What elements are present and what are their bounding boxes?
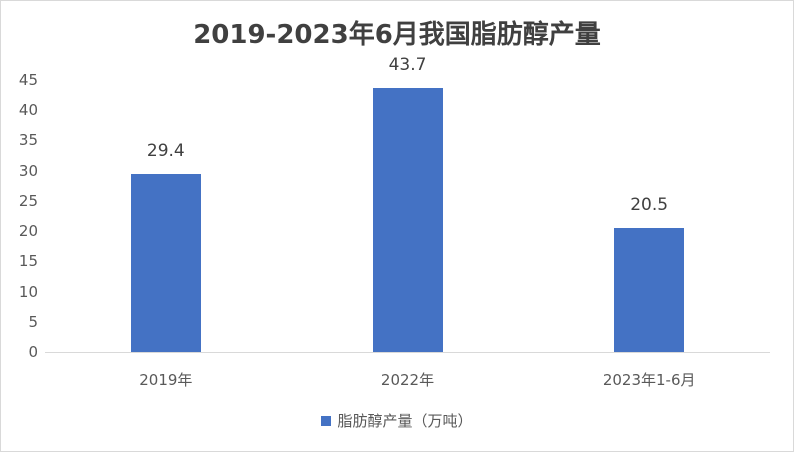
y-tick: 5 (28, 312, 38, 331)
y-tick: 25 (18, 191, 38, 210)
y-tick: 20 (18, 222, 38, 241)
data-label: 20.5 (630, 195, 669, 216)
y-tick: 15 (18, 252, 38, 271)
y-tick: 10 (18, 282, 38, 301)
x-tick-label: 2023年1-6月 (602, 371, 696, 389)
bar-2023-h1[interactable] (614, 228, 685, 352)
x-tick-label: 2019年 (139, 371, 193, 389)
bar-2019[interactable] (130, 174, 201, 352)
x-tick-label: 2022年 (380, 371, 435, 389)
data-label: 43.7 (388, 54, 427, 75)
y-tick: 35 (18, 131, 38, 150)
legend[interactable]: 脂肪醇产量（万吨） (0, 410, 794, 431)
y-tick: 40 (18, 101, 38, 120)
x-axis-line (45, 352, 770, 353)
y-tick: 30 (18, 161, 38, 180)
data-label: 29.4 (146, 141, 185, 162)
y-tick: 0 (28, 343, 38, 361)
legend-swatch-icon (321, 416, 332, 426)
chart-title: 2019-2023年6月我国脂肪醇产量 (193, 20, 601, 50)
bar-2022[interactable] (372, 87, 443, 352)
y-tick: 45 (18, 71, 38, 89)
legend-label: 脂肪醇产量（万吨） (337, 412, 473, 430)
